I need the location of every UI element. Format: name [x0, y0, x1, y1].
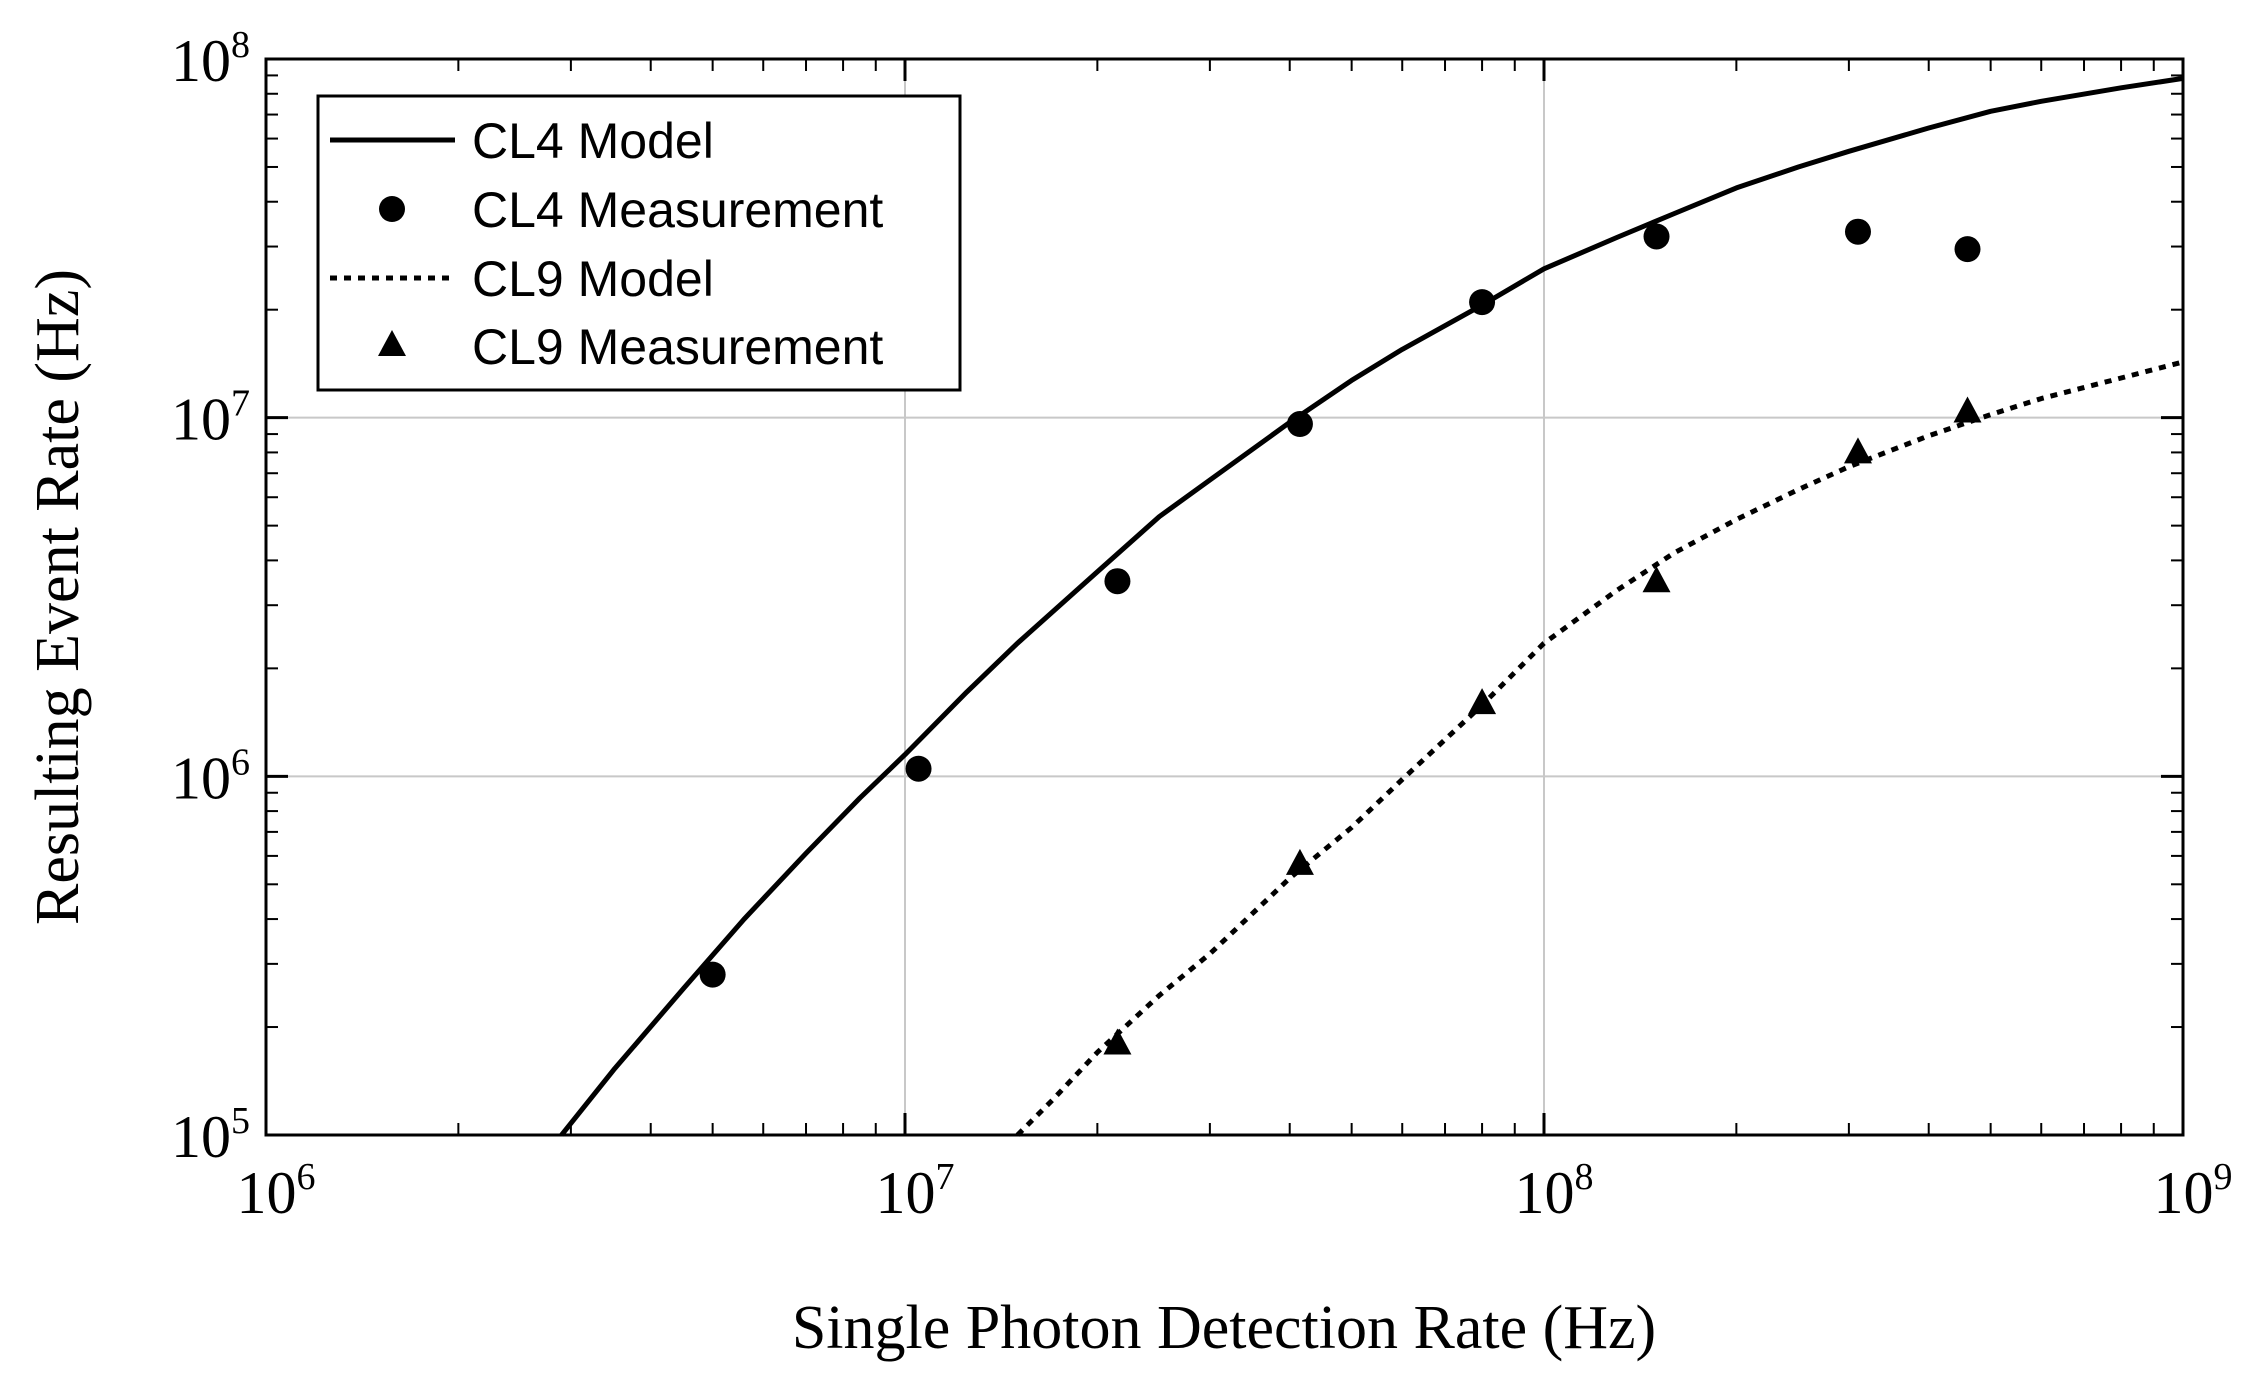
cl4-model-line	[559, 75, 2184, 1137]
axis-ticks	[264, 57, 2185, 1137]
legend-item-cl4-measurement: CL4 Measurement	[379, 182, 883, 238]
cl9-measurement-point	[1953, 396, 1982, 423]
legend-label: CL4 Model	[472, 113, 714, 169]
x-tick-label: 109	[2154, 1156, 2233, 1226]
y-tick-label: 106	[171, 741, 250, 811]
legend-item-cl9-model: CL9 Model	[330, 251, 714, 307]
x-axis-tick-labels: 106 107 108 109	[237, 1156, 2233, 1226]
cl9-measurement-point	[1642, 566, 1671, 593]
cl4-measurement-point	[1643, 223, 1670, 250]
x-tick-label: 108	[1515, 1156, 1594, 1226]
cl9-model-line	[1015, 359, 2184, 1137]
plot-area-frame	[264, 57, 2185, 1137]
cl4-measurement-point	[1469, 289, 1496, 316]
legend: CL4 Model CL4 Measurement CL9 Model CL9 …	[316, 94, 962, 392]
x-tick-label: 107	[876, 1156, 955, 1226]
x-axis-title: Single Photon Detection Rate (Hz)	[792, 1294, 1656, 1362]
y-axis-tick-labels: 105 106 107 108	[171, 24, 250, 1170]
plot-series	[559, 75, 2184, 1137]
legend-swatch-triangle	[378, 330, 406, 356]
legend-swatch-circle	[379, 196, 405, 222]
cl4-measurement-point	[1954, 236, 1981, 263]
cl4-measurement-point	[1844, 218, 1871, 245]
legend-item-cl9-measurement: CL9 Measurement	[378, 319, 883, 375]
cl9-measurement-point	[1285, 848, 1314, 875]
cl4-measurement-point	[1286, 411, 1313, 438]
cl9-measurement-point	[1843, 437, 1872, 464]
cl4-measurement-point	[1104, 568, 1131, 595]
legend-label: CL4 Measurement	[472, 182, 883, 238]
cl9-measurement-point	[1468, 688, 1497, 715]
y-tick-label: 105	[171, 1100, 250, 1170]
legend-label: CL9 Model	[472, 251, 714, 307]
y-axis-title: Resulting Event Rate (Hz)	[24, 269, 92, 925]
cl4-measurement-point	[699, 961, 726, 988]
y-tick-label: 107	[171, 383, 250, 453]
legend-label: CL9 Measurement	[472, 319, 883, 375]
x-tick-label: 106	[237, 1156, 316, 1226]
legend-frame	[316, 94, 962, 392]
cl4-measurement-point	[905, 755, 932, 782]
legend-item-cl4-model: CL4 Model	[330, 113, 714, 169]
cl9-measurement-point	[1103, 1028, 1132, 1055]
y-tick-label: 108	[171, 24, 250, 94]
